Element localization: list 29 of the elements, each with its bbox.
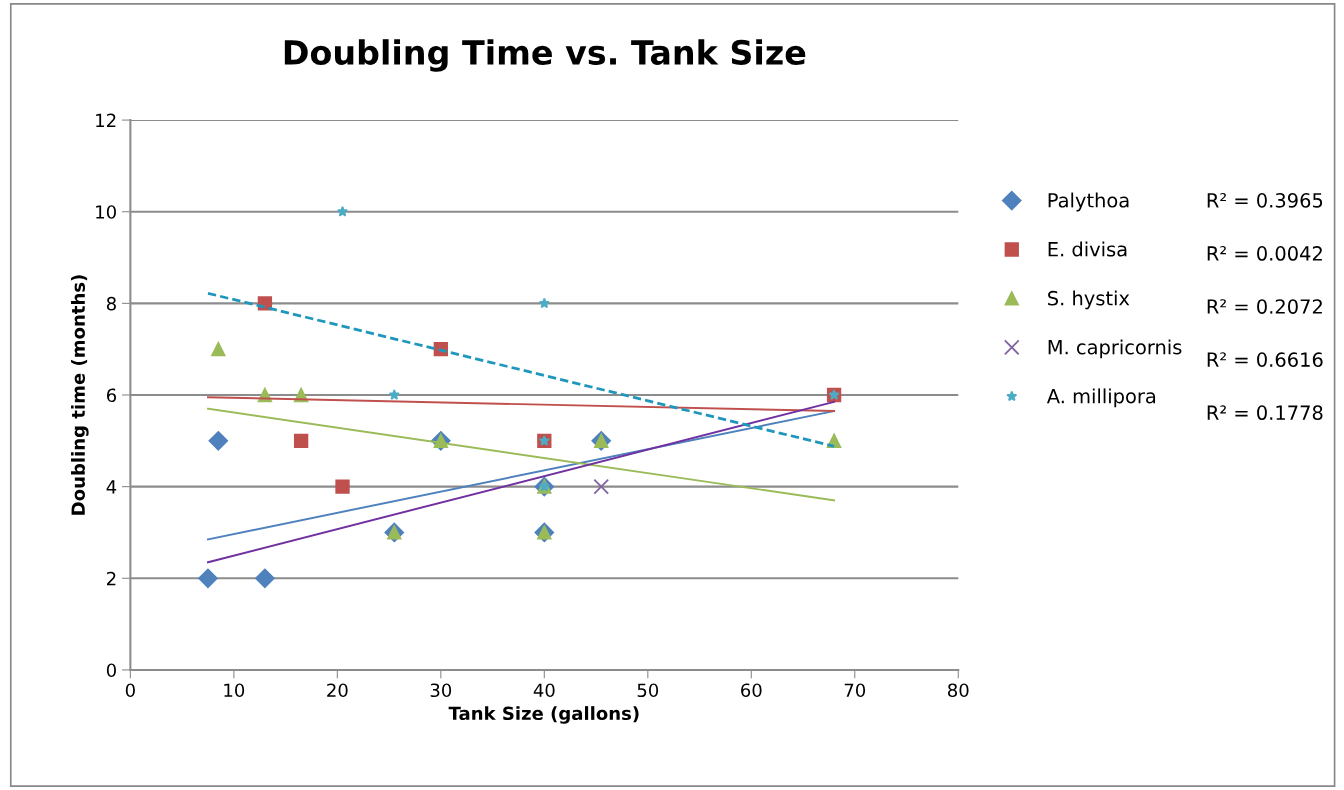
text: R² = 0.2072	[1207, 299, 1322, 314]
text: R² = 0.0042	[1207, 246, 1322, 261]
chart-title: Doubling Time vs. Tank Size	[284, 39, 806, 72]
x-axis-title: Tank Size (gallons)	[448, 706, 639, 724]
text: R² = 0.3965	[1207, 193, 1323, 208]
text: R² = 0.1778	[1207, 405, 1323, 421]
y-tick-label: 10	[96, 205, 116, 219]
y-tick-label: 8	[106, 296, 116, 311]
y-tick-label: 12	[96, 113, 116, 127]
y-tick-label: 6	[106, 388, 117, 403]
legend-label: A. millipora	[1046, 388, 1156, 408]
y-tick-label: 4	[106, 480, 117, 494]
y-axis-title: Doubling time (months)	[71, 275, 89, 515]
x-tick-label: 20	[327, 683, 348, 698]
legend-label: Palythoa	[1048, 192, 1129, 212]
y-tick-label: 2	[107, 571, 116, 586]
x-tick-label: 70	[844, 683, 866, 698]
legend-label: M. capricornis	[1048, 339, 1182, 359]
x-tick-label: 40	[533, 683, 555, 698]
legend-label: E. divisa	[1048, 241, 1127, 257]
y-tick-label: 0	[106, 663, 116, 678]
x-tick-label: 50	[637, 683, 659, 698]
legend-label: S. hystix	[1048, 290, 1130, 310]
text: R² = 0.6616	[1207, 352, 1323, 367]
x-tick-label: 60	[741, 683, 762, 698]
x-tick-label: 10	[224, 683, 245, 698]
x-tick-label: 30	[430, 683, 452, 698]
x-tick-label: 0	[125, 683, 135, 698]
x-tick-label: 80	[948, 683, 969, 698]
